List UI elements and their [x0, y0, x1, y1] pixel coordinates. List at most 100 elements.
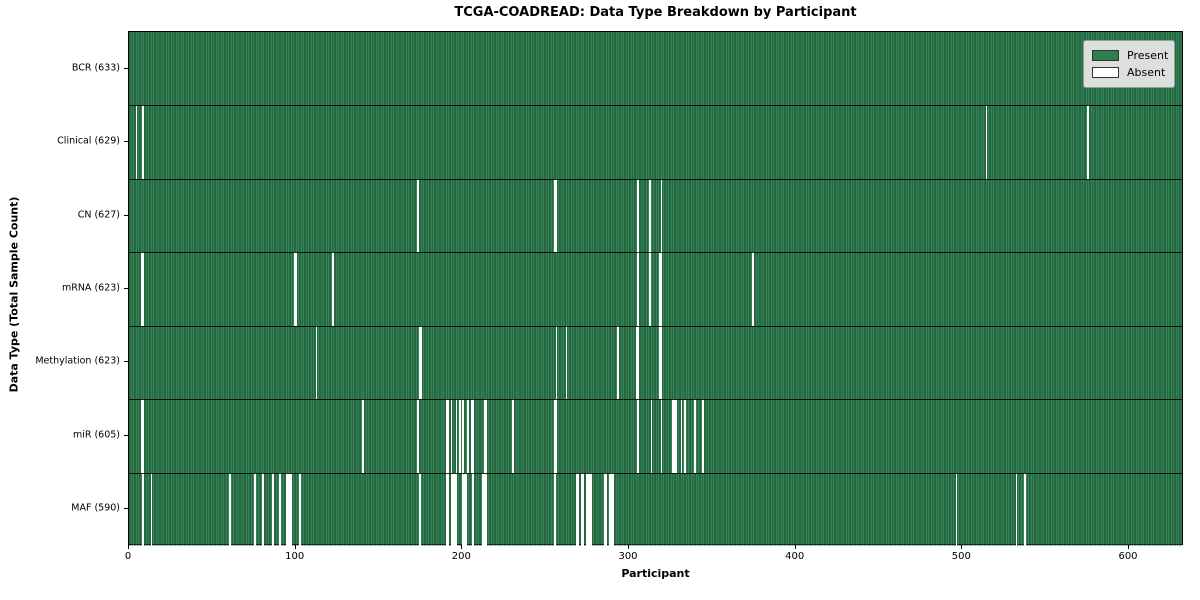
- x-tick-mark: [628, 545, 629, 549]
- absent-stripe: [142, 105, 144, 179]
- absent-stripe: [659, 252, 663, 326]
- x-tick-label-0: 0: [124, 551, 132, 562]
- absent-stripe: [554, 178, 558, 253]
- legend-label-absent: Absent: [1127, 66, 1166, 79]
- absent-stripe: [955, 472, 958, 546]
- y-tick-label-maf: MAF (590): [71, 502, 120, 514]
- absent-stripe: [462, 399, 464, 473]
- absent-stripe: [1015, 472, 1018, 546]
- absent-stripe: [650, 399, 653, 473]
- absent-stripe: [659, 325, 663, 400]
- absent-stripe: [635, 325, 639, 400]
- x-tick-mark: [794, 545, 796, 549]
- absent-stripe: [419, 472, 421, 546]
- absent-stripe: [554, 472, 556, 546]
- y-tick-label-clinical: Clinical (629): [57, 135, 120, 147]
- x-tick-label-100: 100: [285, 551, 305, 562]
- absent-stripe: [459, 399, 461, 473]
- absent-stripe: [272, 472, 274, 546]
- absent-stripe: [445, 399, 449, 473]
- x-tick-mark: [294, 545, 296, 549]
- heatmap-row-maf: [129, 472, 1182, 546]
- present-bars-texture: [129, 472, 1182, 546]
- y-tick-mark: [124, 508, 128, 510]
- x-tick-label-500: 500: [951, 551, 971, 562]
- absent-stripe: [285, 472, 293, 546]
- absent-stripe: [585, 472, 593, 546]
- heatmap-row-mir: [129, 399, 1182, 473]
- absent-stripe: [617, 325, 619, 400]
- absent-stripe: [985, 105, 988, 179]
- absent-stripe: [694, 399, 696, 473]
- x-tick-mark: [961, 545, 963, 549]
- present-swatch: [1092, 50, 1119, 61]
- x-tick-label-200: 200: [451, 551, 471, 562]
- row-separator: [129, 178, 1182, 180]
- row-separator: [129, 399, 1182, 401]
- present-bars-texture: [129, 252, 1182, 326]
- heatmap-row-clinical: [129, 105, 1182, 179]
- heatmap-row-methylation: [129, 325, 1182, 400]
- y-tick-mark: [124, 361, 128, 363]
- y-tick-label-mrna: mRNA (623): [61, 282, 120, 294]
- absent-stripe: [637, 252, 639, 326]
- absent-stripe: [417, 178, 419, 253]
- y-tick-mark: [124, 214, 128, 216]
- legend-label-present: Present: [1127, 49, 1169, 62]
- heatmap-row-bcr: [129, 32, 1182, 106]
- absent-stripe: [684, 399, 686, 473]
- absent-stripe: [462, 472, 468, 546]
- y-tick-label-mir: miR (605): [72, 429, 120, 441]
- y-tick-label-methylation: Methylation (623): [35, 355, 120, 367]
- absent-stripe: [472, 472, 474, 546]
- absent-stripe: [262, 472, 264, 546]
- x-axis-label: Participant: [621, 567, 690, 580]
- x-tick-mark: [128, 545, 129, 549]
- absent-stripe: [575, 472, 579, 546]
- row-separator: [129, 252, 1182, 254]
- absent-stripe: [294, 252, 298, 326]
- absent-stripe: [604, 472, 608, 546]
- chart-title: TCGA-COADREAD: Data Type Breakdown by Pa…: [454, 5, 857, 20]
- present-bars-texture: [129, 325, 1182, 400]
- x-tick-label-600: 600: [1118, 551, 1138, 562]
- absent-stripe: [417, 399, 419, 473]
- row-separator: [129, 105, 1182, 107]
- absent-stripe: [140, 399, 144, 473]
- x-tick-label-300: 300: [618, 551, 638, 562]
- present-bars-texture: [129, 32, 1182, 106]
- absent-stripe: [484, 399, 488, 473]
- absent-stripe: [580, 472, 584, 546]
- absent-stripe: [362, 399, 364, 473]
- absent-stripe: [135, 105, 138, 179]
- absent-stripe: [637, 399, 639, 473]
- legend-item-present: Present: [1092, 47, 1169, 64]
- y-axis-label: Data Type (Total Sample Count): [8, 99, 21, 393]
- absent-stripe: [637, 178, 639, 253]
- absent-swatch: [1092, 67, 1119, 78]
- y-axis-label-text: Data Type (Total Sample Count): [7, 196, 21, 393]
- absent-stripe: [419, 325, 423, 400]
- present-bars-texture: [129, 178, 1182, 253]
- y-tick-mark: [124, 434, 128, 436]
- absent-stripe: [229, 472, 231, 546]
- absent-stripe: [279, 472, 281, 546]
- absent-stripe: [299, 472, 301, 546]
- absent-stripe: [672, 399, 678, 473]
- absent-stripe: [680, 399, 683, 473]
- y-tick-mark: [124, 288, 128, 289]
- x-tick-label-400: 400: [785, 551, 805, 562]
- absent-stripe: [254, 472, 256, 546]
- legend-item-absent: Absent: [1092, 64, 1166, 81]
- row-separator: [129, 325, 1182, 327]
- absent-stripe: [470, 399, 474, 473]
- absent-stripe: [660, 178, 663, 253]
- absent-stripe: [445, 472, 449, 546]
- absent-stripe: [150, 472, 153, 546]
- present-bars-texture: [129, 399, 1182, 473]
- absent-stripe: [140, 252, 144, 326]
- absent-stripe: [467, 399, 469, 473]
- present-bars-texture: [129, 105, 1182, 179]
- absent-stripe: [554, 399, 558, 473]
- absent-stripe: [609, 472, 614, 546]
